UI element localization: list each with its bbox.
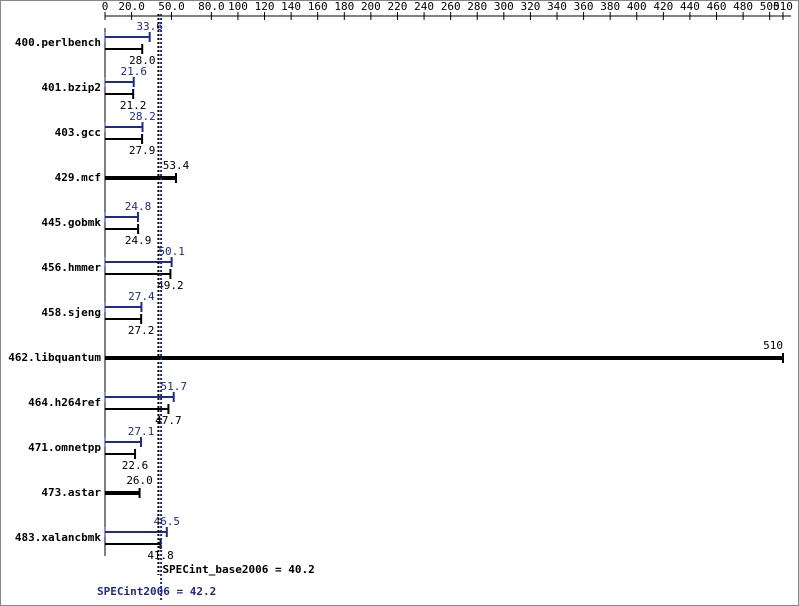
category-label: 471.omnetpp xyxy=(28,441,101,454)
x-tick-label: 0 xyxy=(102,0,109,13)
value-label: 21.6 xyxy=(120,65,147,78)
x-tick-label: 120 xyxy=(255,0,275,13)
category-label: 462.libquantum xyxy=(8,351,101,364)
category-label: 456.hmmer xyxy=(41,261,101,274)
x-tick-label: 360 xyxy=(574,0,594,13)
value-label: 24.8 xyxy=(125,200,152,213)
category-label: 458.sjeng xyxy=(41,306,101,319)
category-label: 429.mcf xyxy=(55,171,101,184)
x-tick-label: 300 xyxy=(494,0,514,13)
x-tick-label: 200 xyxy=(361,0,381,13)
category-label: 473.astar xyxy=(41,486,101,499)
x-tick-label: 440 xyxy=(680,0,700,13)
value-label: 50.1 xyxy=(158,245,185,258)
x-tick-label: 80.0 xyxy=(198,0,225,13)
reference-label: SPECint_base2006 = 40.2 xyxy=(162,563,314,576)
x-tick-label: 380 xyxy=(600,0,620,13)
x-tick-label: 500 xyxy=(760,0,780,13)
value-label: 28.0 xyxy=(129,54,156,67)
x-tick-label: 280 xyxy=(467,0,487,13)
value-label: 24.9 xyxy=(125,234,152,247)
value-label: 510 xyxy=(763,339,783,352)
category-label: 400.perlbench xyxy=(15,36,101,49)
category-label: 483.xalancbmk xyxy=(15,531,101,544)
value-label: 27.9 xyxy=(129,144,156,157)
x-tick-label: 100 xyxy=(228,0,248,13)
x-tick-label: 340 xyxy=(547,0,567,13)
value-label: 53.4 xyxy=(163,159,190,172)
value-label: 33.6 xyxy=(136,20,163,33)
x-tick-label: 480 xyxy=(733,0,753,13)
category-label: 464.h264ref xyxy=(28,396,101,409)
category-label: 401.bzip2 xyxy=(41,81,101,94)
category-label: 445.gobmk xyxy=(41,216,101,229)
x-tick-label: 50.0 xyxy=(158,0,185,13)
x-tick-label: 240 xyxy=(414,0,434,13)
x-tick-label: 20.0 xyxy=(118,0,145,13)
x-tick-label: 320 xyxy=(520,0,540,13)
x-tick-label: 160 xyxy=(308,0,328,13)
x-tick-label: 420 xyxy=(653,0,673,13)
value-label: 27.1 xyxy=(128,425,155,438)
value-label: 27.4 xyxy=(128,290,155,303)
value-label: 27.2 xyxy=(128,324,155,337)
value-label: 51.7 xyxy=(160,380,187,393)
x-tick-label: 180 xyxy=(334,0,354,13)
value-label: 49.2 xyxy=(157,279,184,292)
value-label: 22.6 xyxy=(122,459,149,472)
x-tick-label: 260 xyxy=(441,0,461,13)
value-label: 21.2 xyxy=(120,99,147,112)
x-tick-label: 140 xyxy=(281,0,301,13)
x-tick-label: 220 xyxy=(388,0,408,13)
category-label: 403.gcc xyxy=(55,126,101,139)
value-label: 28.2 xyxy=(129,110,156,123)
value-label: 26.0 xyxy=(126,474,153,487)
reference-label: SPECint2006 = 42.2 xyxy=(97,585,216,598)
x-tick-label: 400 xyxy=(627,0,647,13)
x-tick-label: 460 xyxy=(707,0,727,13)
x-tick-label: 510 xyxy=(773,0,793,13)
